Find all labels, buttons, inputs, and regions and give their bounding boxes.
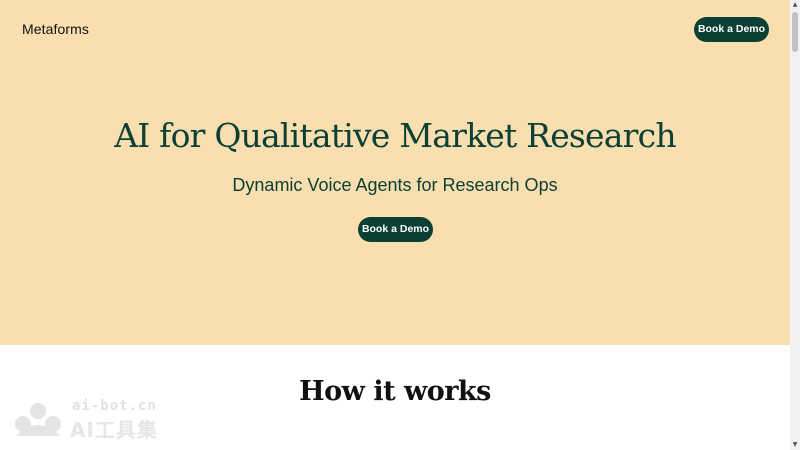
hero-title: AI for Qualitative Market Research [114,116,676,155]
watermark-text-domain: ai-bot.cn [72,398,157,414]
arrow-down-icon[interactable]: ▼ [792,441,798,448]
how-it-works-title: How it works [299,376,491,407]
arrow-up-icon[interactable]: ▲ [792,1,798,8]
watermark: ai-bot.cn AI工具集 [12,396,192,444]
brand-logo[interactable]: Metaforms [22,21,90,37]
hero-section: Metaforms Book a Demo AI for Qualitative… [0,0,790,345]
watermark-text-name: AI工具集 [70,418,158,442]
scrollbar-thumb[interactable] [792,12,798,52]
hero-book-demo-button[interactable]: Book a Demo [358,217,433,242]
vertical-scrollbar[interactable]: ▲ ▼ [790,0,800,450]
watermark-logo-icon [15,403,61,436]
hero-subtitle: Dynamic Voice Agents for Research Ops [232,175,558,195]
header-book-demo-button[interactable]: Book a Demo [694,17,769,42]
